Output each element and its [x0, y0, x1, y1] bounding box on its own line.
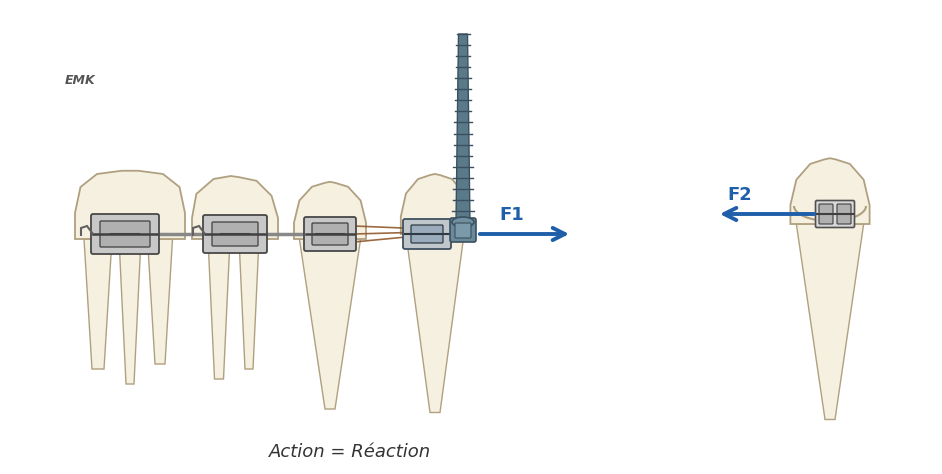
FancyBboxPatch shape	[100, 221, 150, 247]
FancyBboxPatch shape	[212, 222, 258, 246]
FancyBboxPatch shape	[114, 226, 136, 242]
Polygon shape	[294, 182, 366, 239]
FancyBboxPatch shape	[116, 218, 134, 225]
FancyBboxPatch shape	[319, 226, 341, 242]
FancyBboxPatch shape	[219, 221, 251, 246]
Polygon shape	[456, 34, 470, 222]
FancyBboxPatch shape	[411, 225, 443, 243]
Polygon shape	[239, 239, 259, 369]
Polygon shape	[796, 224, 864, 419]
Polygon shape	[406, 234, 464, 412]
FancyBboxPatch shape	[455, 223, 471, 238]
Polygon shape	[148, 239, 172, 364]
Text: F2: F2	[727, 186, 752, 204]
Text: Action = Réaction: Action = Réaction	[268, 443, 431, 461]
FancyBboxPatch shape	[321, 218, 339, 225]
FancyBboxPatch shape	[837, 204, 851, 224]
Polygon shape	[192, 176, 278, 239]
Text: F1: F1	[499, 206, 524, 224]
Text: EMK: EMK	[65, 74, 96, 87]
Polygon shape	[119, 239, 141, 384]
FancyBboxPatch shape	[109, 221, 140, 246]
FancyBboxPatch shape	[315, 221, 346, 246]
FancyBboxPatch shape	[321, 242, 339, 249]
Polygon shape	[84, 239, 112, 369]
FancyBboxPatch shape	[816, 201, 854, 228]
FancyBboxPatch shape	[226, 242, 244, 249]
FancyBboxPatch shape	[403, 219, 451, 249]
Polygon shape	[790, 158, 869, 224]
FancyBboxPatch shape	[91, 214, 159, 254]
Polygon shape	[300, 239, 361, 409]
Polygon shape	[400, 174, 469, 234]
FancyBboxPatch shape	[450, 218, 476, 242]
FancyBboxPatch shape	[116, 242, 134, 249]
Ellipse shape	[452, 217, 474, 227]
FancyBboxPatch shape	[312, 223, 348, 245]
FancyBboxPatch shape	[203, 215, 267, 253]
Polygon shape	[75, 171, 185, 239]
Polygon shape	[208, 239, 230, 379]
FancyBboxPatch shape	[819, 204, 833, 224]
FancyBboxPatch shape	[224, 226, 246, 242]
FancyBboxPatch shape	[304, 217, 356, 251]
FancyBboxPatch shape	[226, 218, 244, 225]
